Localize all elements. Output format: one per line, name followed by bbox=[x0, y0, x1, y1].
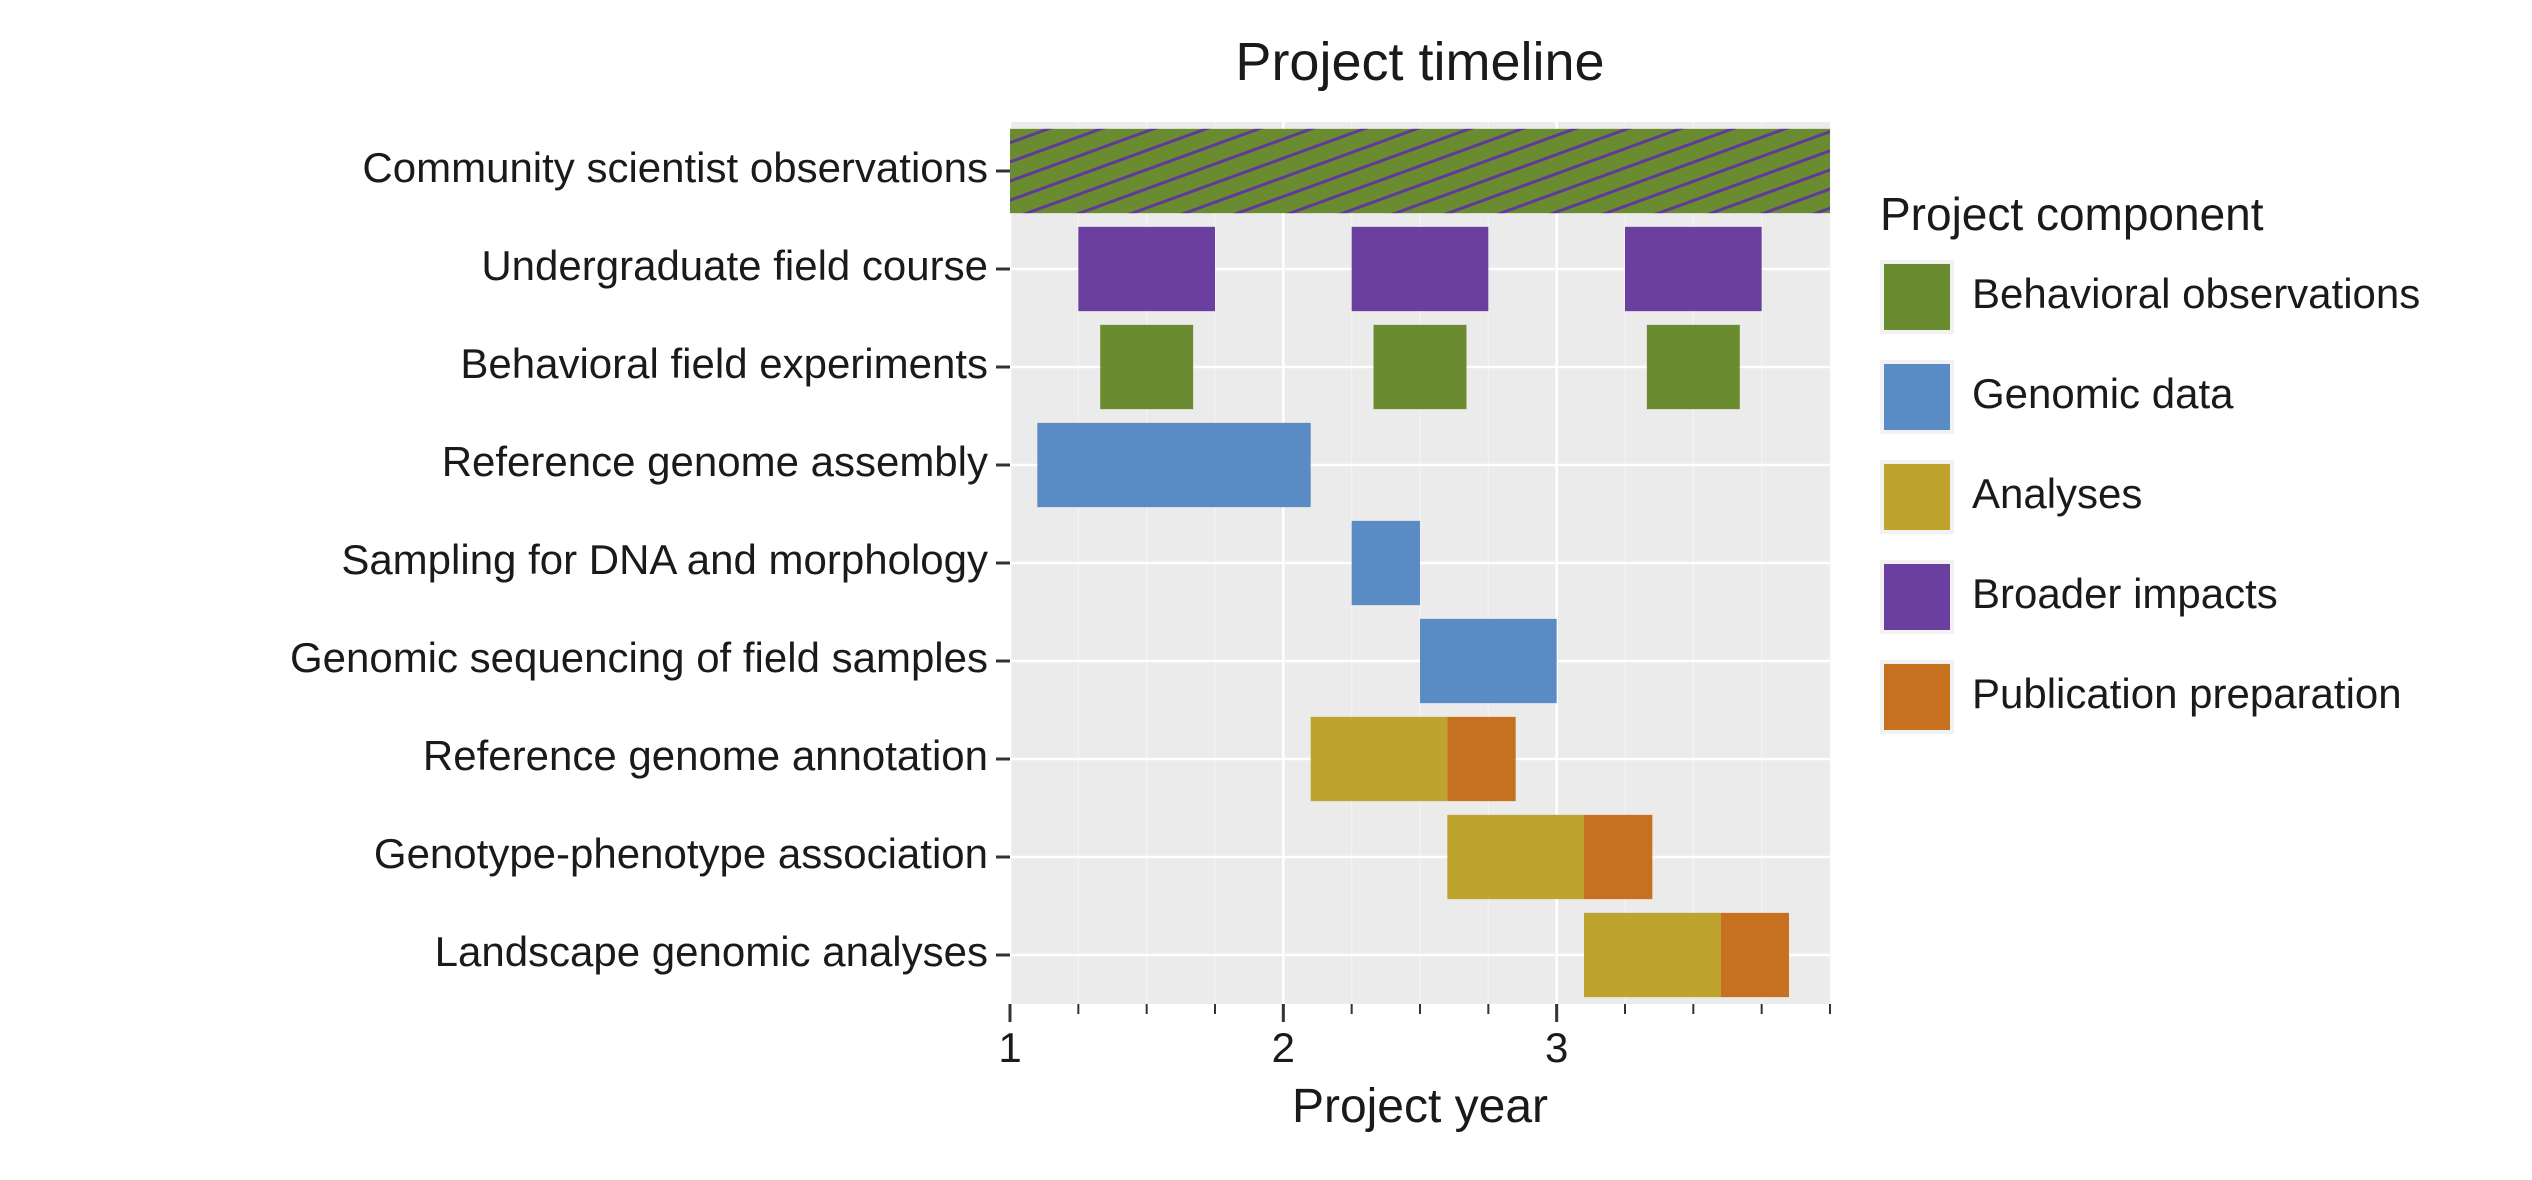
legend-label: Broader impacts bbox=[1972, 570, 2278, 617]
legend-title: Project component bbox=[1880, 188, 2264, 240]
legend-swatch bbox=[1884, 364, 1950, 430]
y-category-label: Community scientist observations bbox=[362, 144, 988, 191]
gantt-chart: Project timeline Community scientist obse… bbox=[0, 0, 2532, 1180]
legend-label: Genomic data bbox=[1972, 370, 2234, 417]
legend-swatch bbox=[1884, 464, 1950, 530]
gantt-bar bbox=[1420, 619, 1557, 703]
gantt-bar bbox=[1447, 717, 1515, 801]
gantt-bar bbox=[1625, 227, 1762, 311]
plot-area bbox=[1010, 122, 1830, 1004]
y-category-label: Sampling for DNA and morphology bbox=[341, 536, 988, 583]
gantt-bar-hatch bbox=[1010, 129, 1830, 213]
gantt-bar bbox=[1100, 325, 1193, 409]
legend-swatch bbox=[1884, 664, 1950, 730]
gantt-bar bbox=[1584, 815, 1652, 899]
legend-label: Analyses bbox=[1972, 470, 2142, 517]
y-category-label: Genotype-phenotype association bbox=[374, 830, 988, 877]
x-tick-label: 1 bbox=[998, 1024, 1021, 1071]
gantt-bar bbox=[1352, 521, 1420, 605]
gantt-bar bbox=[1647, 325, 1740, 409]
y-category-label: Landscape genomic analyses bbox=[435, 928, 988, 975]
legend-swatch bbox=[1884, 264, 1950, 330]
gantt-bar bbox=[1584, 913, 1721, 997]
legend-label: Publication preparation bbox=[1972, 670, 2402, 717]
legend-label: Behavioral observations bbox=[1972, 270, 2420, 317]
gantt-bar bbox=[1352, 227, 1489, 311]
gantt-bar bbox=[1374, 325, 1467, 409]
y-category-label: Genomic sequencing of field samples bbox=[290, 634, 988, 681]
gantt-bar bbox=[1037, 423, 1310, 507]
chart-title: Project timeline bbox=[1235, 32, 1604, 92]
legend: Project component Behavioral observations… bbox=[1880, 188, 2420, 734]
legend-swatch bbox=[1884, 564, 1950, 630]
y-category-label: Reference genome annotation bbox=[423, 732, 988, 779]
gantt-bar bbox=[1721, 913, 1789, 997]
gantt-bar bbox=[1447, 815, 1584, 899]
y-category-label: Reference genome assembly bbox=[442, 438, 988, 485]
x-axis-label: Project year bbox=[1292, 1080, 1548, 1133]
x-tick-label: 2 bbox=[1272, 1024, 1295, 1071]
y-category-label: Behavioral field experiments bbox=[460, 340, 988, 387]
gantt-bar bbox=[1078, 227, 1215, 311]
x-tick-label: 3 bbox=[1545, 1024, 1568, 1071]
y-category-label: Undergraduate field course bbox=[481, 242, 988, 289]
gantt-bar bbox=[1311, 717, 1448, 801]
